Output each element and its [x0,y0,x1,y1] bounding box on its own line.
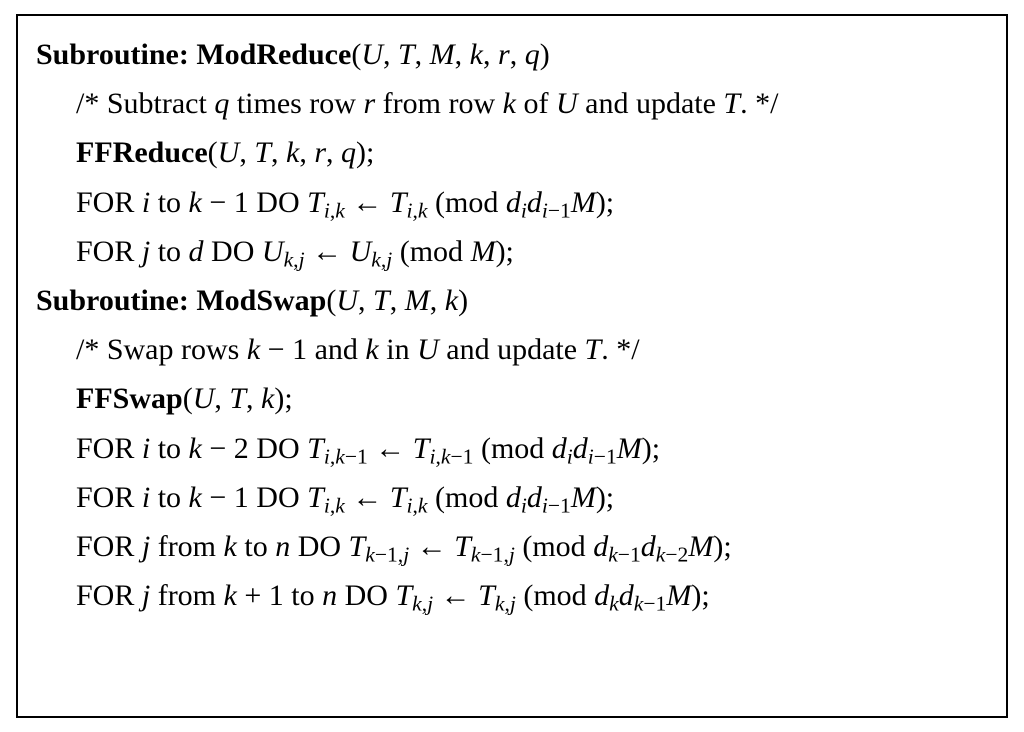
page: Subroutine: ModReduce(U, T, M, k, r, q)/… [0,0,1024,732]
for-line: FOR i to k − 2 DO Ti,k−1 ← Ti,k−1 (mod d… [36,424,988,473]
comment-line: /* Subtract q times row r from row k of … [36,79,988,128]
for-line: FOR j from k to n DO Tk−1,j ← Tk−1,j (mo… [36,522,988,571]
algorithm-box: Subroutine: ModReduce(U, T, M, k, r, q)/… [16,14,1008,718]
subroutine-header: Subroutine: ModReduce(U, T, M, k, r, q) [36,30,988,79]
for-line: FOR j to d DO Uk,j ← Uk,j (mod M); [36,227,988,276]
for-line: FOR i to k − 1 DO Ti,k ← Ti,k (mod didi−… [36,473,988,522]
for-line: FOR j from k + 1 to n DO Tk,j ← Tk,j (mo… [36,571,988,620]
comment-line: /* Swap rows k − 1 and k in U and update… [36,325,988,374]
call-line: FFSwap(U, T, k); [36,374,988,423]
subroutine-header: Subroutine: ModSwap(U, T, M, k) [36,276,988,325]
call-line: FFReduce(U, T, k, r, q); [36,128,988,177]
for-line: FOR i to k − 1 DO Ti,k ← Ti,k (mod didi−… [36,178,988,227]
